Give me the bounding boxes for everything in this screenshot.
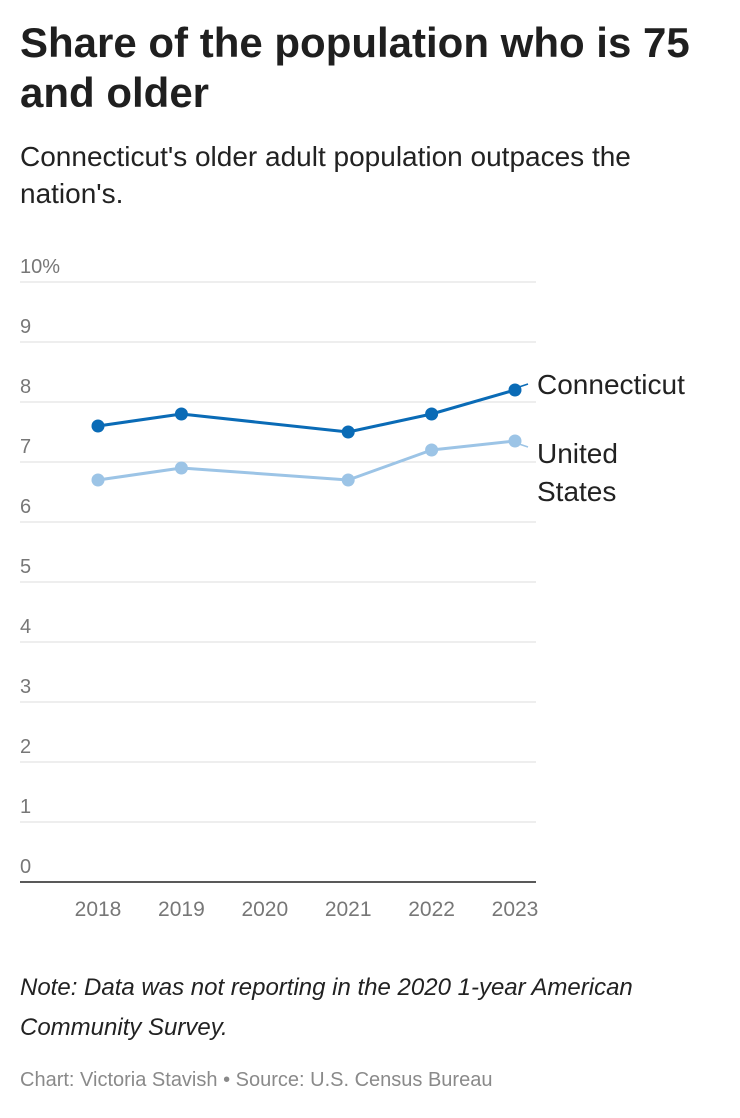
data-point-connecticut xyxy=(174,407,188,421)
y-tick-label: 4 xyxy=(20,616,31,638)
data-point-connecticut xyxy=(341,425,355,439)
chart-subtitle: Connecticut's older adult population out… xyxy=(20,141,631,209)
series-label-connecticut: Connecticut xyxy=(537,369,685,400)
series-labels: Connecticut United States xyxy=(518,369,685,507)
series-label-line: Connecticut xyxy=(537,369,685,400)
series-label-line: United xyxy=(537,438,618,469)
series-line-connecticut xyxy=(96,388,517,434)
credit-source: U.S. Census Bureau xyxy=(310,1069,493,1091)
credit-source-label: Source: xyxy=(235,1069,311,1091)
data-point-connecticut xyxy=(425,407,439,421)
series-line-united-states xyxy=(96,439,517,482)
y-tick-label: 3 xyxy=(20,676,31,698)
chart-note: Note: Data was not reporting in the 2020… xyxy=(20,974,633,1041)
y-axis-ticks: 0 1 2 3 4 5 6 7 8 9 10% xyxy=(20,256,60,878)
x-tick-label: 2022 xyxy=(408,898,455,921)
y-tick-label: 10% xyxy=(20,256,60,278)
data-point-connecticut xyxy=(91,419,105,433)
series-label-connector xyxy=(518,383,529,388)
y-tick-label: 9 xyxy=(20,316,31,338)
y-tick-label: 6 xyxy=(20,496,31,518)
x-tick-label: 2020 xyxy=(241,898,288,921)
credit-separator: • xyxy=(217,1069,236,1091)
y-tick-label: 8 xyxy=(20,376,31,398)
y-tick-label: 5 xyxy=(20,556,31,578)
line-chart: 0 1 2 3 4 5 6 7 8 9 10% 2018 2019 2020 2021 2022 2023 C… xyxy=(20,256,685,921)
chart-credit: Chart: Victoria Stavish • Source: U.S. C… xyxy=(20,1066,720,1094)
y-tick-label: 1 xyxy=(20,796,31,818)
credit-chart-label: Chart: xyxy=(20,1069,81,1091)
x-tick-label: 2021 xyxy=(325,898,372,921)
chart-title: Share of the population who is 75 and ol… xyxy=(20,19,690,116)
data-point-connecticut xyxy=(508,383,522,397)
x-tick-label: 2019 xyxy=(158,898,205,921)
y-tick-label: 7 xyxy=(20,436,31,458)
data-point-united-states xyxy=(174,461,188,475)
data-point-united-states xyxy=(341,473,355,487)
x-tick-label: 2018 xyxy=(75,898,122,921)
data-point-united-states xyxy=(508,434,522,448)
y-tick-label: 2 xyxy=(20,736,31,758)
credit-author: Victoria Stavish xyxy=(80,1069,218,1091)
y-tick-label: 0 xyxy=(20,856,31,878)
data-point-united-states xyxy=(91,473,105,487)
series-label-united-states: United States xyxy=(537,438,618,507)
series-label-line: States xyxy=(537,476,616,507)
grid-lines xyxy=(20,281,536,883)
x-tick-label: 2023 xyxy=(492,898,539,921)
series-lines xyxy=(91,383,522,487)
x-axis-ticks: 2018 2019 2020 2021 2022 2023 xyxy=(75,898,539,921)
series-label-connector xyxy=(518,443,529,448)
data-point-united-states xyxy=(425,443,439,457)
